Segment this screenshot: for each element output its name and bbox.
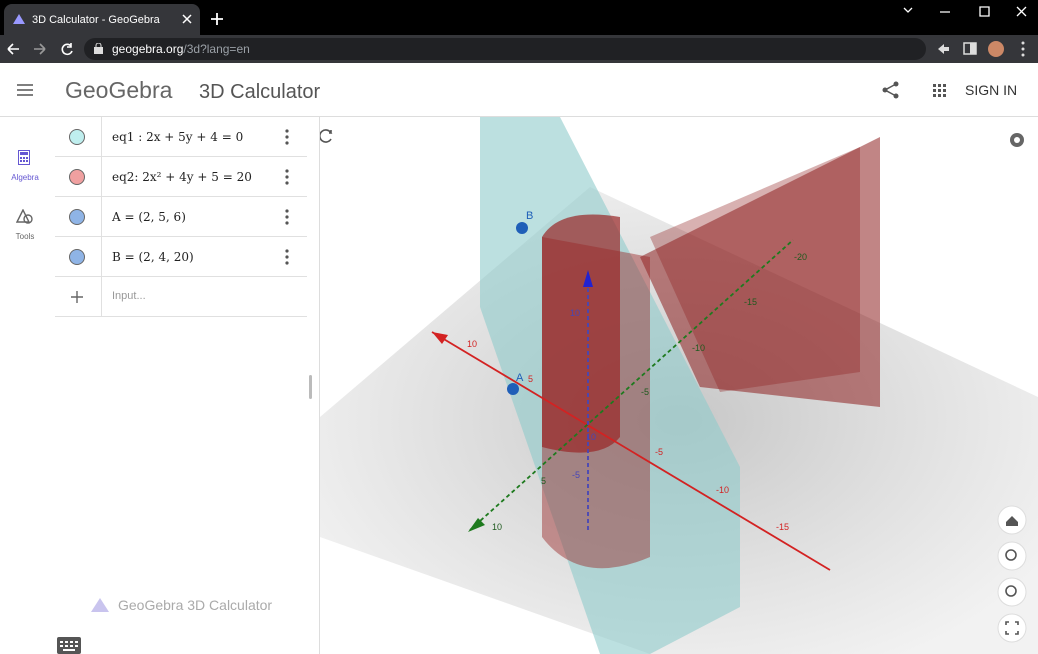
algebra-icon <box>18 150 30 165</box>
y-axis-label: -5 <box>641 387 649 397</box>
item-text: eq1 : 2x + 5y + 4 = 0 <box>112 130 244 144</box>
nav-buttons[interactable] <box>6 41 76 57</box>
new-tab[interactable] <box>211 13 223 25</box>
z-axis-label: 10 <box>586 432 596 442</box>
view-buttons <box>997 505 1027 643</box>
item-menu[interactable] <box>285 129 289 145</box>
item-menu[interactable] <box>285 249 289 265</box>
visibility-toggle[interactable] <box>69 209 85 225</box>
visibility-toggle[interactable] <box>69 249 85 265</box>
lock-icon <box>94 43 103 54</box>
tab-bar: 3D Calculator - GeoGebra <box>0 0 1038 35</box>
browser-tools[interactable] <box>936 40 1032 58</box>
fullscreen-button[interactable] <box>997 613 1027 643</box>
item-menu[interactable] <box>285 169 289 185</box>
y-axis-label: -20 <box>794 252 807 262</box>
sidebar-item[interactable]: Tools <box>15 232 35 241</box>
watermark-icon <box>91 598 109 612</box>
x-axis-label: -5 <box>655 447 663 457</box>
browser-tab[interactable]: 3D Calculator - GeoGebra <box>4 4 200 35</box>
tab-icon <box>13 14 25 24</box>
y-axis-label: -15 <box>744 297 757 307</box>
x-axis-label: 5 <box>528 374 533 384</box>
point-b[interactable] <box>516 222 528 234</box>
sidebar: Algebra Tools <box>0 117 55 654</box>
point-label: A <box>516 372 524 384</box>
app-title: 3D Calculator <box>199 81 321 103</box>
address-bar: geogebra.org/3d?lang=en <box>0 35 1038 63</box>
url-path: /3d?lang=en <box>183 42 250 56</box>
graphics-3d[interactable]: A B 10 5 -5 -10 -15 10 5 -5 -10 -15 -20 … <box>320 117 1038 654</box>
zoom-in-button[interactable] <box>997 541 1027 571</box>
y-axis-label: 5 <box>541 476 546 486</box>
item-menu[interactable] <box>285 209 289 225</box>
y-axis-arrow <box>468 518 485 532</box>
input-row[interactable]: Input... <box>55 277 307 317</box>
x-axis <box>431 331 831 571</box>
url-host: geogebra.org <box>112 42 184 56</box>
algebra-item[interactable]: eq1 : 2x + 5y + 4 = 0 <box>55 117 307 157</box>
settings-button[interactable] <box>1010 133 1024 147</box>
item-text: eq2: 2x² + 4y + 5 = 20 <box>112 170 252 184</box>
url-field[interactable]: geogebra.org/3d?lang=en <box>84 38 926 60</box>
fullscreen-icon <box>1005 621 1019 635</box>
logo: GeoGebra <box>65 77 173 103</box>
zoom-out-button[interactable] <box>997 577 1027 607</box>
point-label: B <box>526 210 533 222</box>
home-icon <box>1006 516 1018 526</box>
window-controls[interactable] <box>900 5 1035 19</box>
item-text: A = (2, 5, 6) <box>112 210 186 224</box>
visibility-toggle[interactable] <box>69 169 85 185</box>
zoom-icon <box>1005 549 1017 561</box>
surface-eq2 <box>542 237 650 569</box>
sidebar-item[interactable]: Algebra <box>11 173 39 182</box>
share-button[interactable] <box>882 81 900 99</box>
x-axis-label: 10 <box>467 339 477 349</box>
sign-in-button[interactable]: SIGN IN <box>965 82 1018 98</box>
y-axis <box>469 239 794 531</box>
algebra-item[interactable]: B = (2, 4, 20) <box>55 237 307 277</box>
x-axis-label: -10 <box>716 485 729 495</box>
item-text: B = (2, 4, 20) <box>112 250 194 264</box>
resize-handle[interactable] <box>309 375 312 399</box>
algebra-item[interactable]: eq2: 2x² + 4y + 5 = 20 <box>55 157 307 197</box>
algebra-panel: eq1 : 2x + 5y + 4 = 0 eq2: 2x² + 4y + 5 … <box>55 117 320 654</box>
tab-title: 3D Calculator - GeoGebra <box>32 14 160 26</box>
algebra-item[interactable]: A = (2, 5, 6) <box>55 197 307 237</box>
x-axis-label: -15 <box>776 522 789 532</box>
menu-button[interactable] <box>17 84 33 96</box>
apps-button[interactable] <box>933 84 947 98</box>
z-axis-label: 10 <box>570 308 580 318</box>
surface-eq2 <box>542 214 620 453</box>
input-field[interactable]: Input... <box>112 290 146 302</box>
keyboard-button[interactable] <box>57 637 81 654</box>
tab-close[interactable] <box>182 14 192 24</box>
y-axis-label: 10 <box>492 522 502 532</box>
point-a[interactable] <box>507 383 519 395</box>
app-header: GeoGebra 3D Calculator SIGN IN <box>0 63 1038 117</box>
add-icon <box>71 291 83 303</box>
surface-eq2 <box>640 137 880 407</box>
x-axis-arrow <box>432 332 448 344</box>
z-axis-arrow <box>583 270 593 287</box>
tools-icon <box>16 209 33 224</box>
zoom-icon <box>1005 585 1017 597</box>
watermark: GeoGebra 3D Calculator <box>118 597 273 613</box>
visibility-toggle[interactable] <box>69 129 85 145</box>
z-axis-label: -5 <box>572 470 580 480</box>
y-axis-label: -10 <box>692 343 705 353</box>
undo-button[interactable] <box>320 129 333 143</box>
surface-eq2 <box>650 147 860 392</box>
